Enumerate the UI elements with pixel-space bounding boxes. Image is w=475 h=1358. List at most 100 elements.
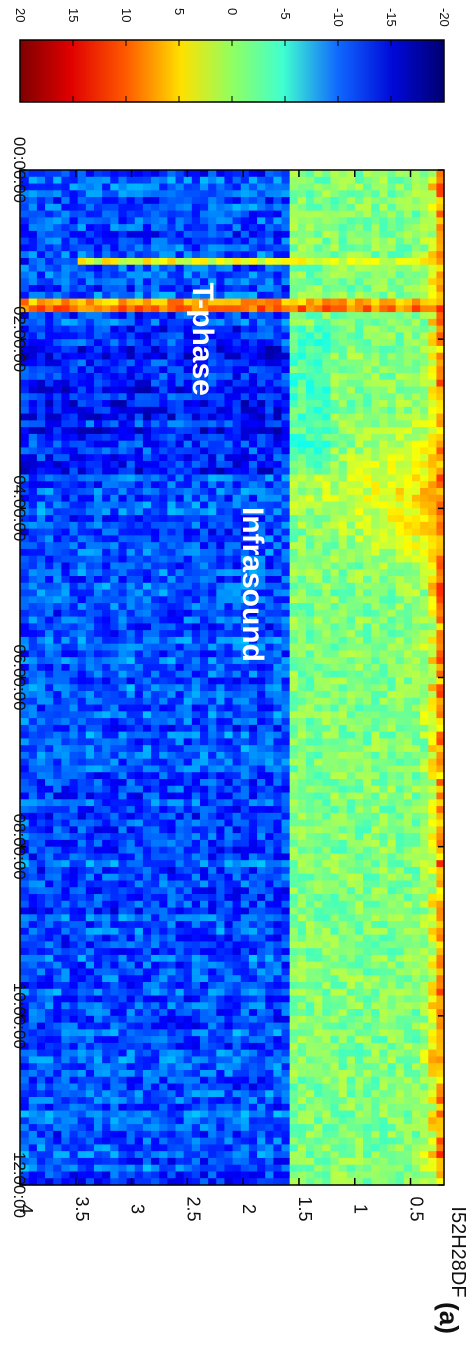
heatmap-cell: [109, 447, 119, 455]
heatmap-cell: [280, 569, 290, 577]
heatmap-cell: [93, 596, 103, 604]
heatmap-cell: [435, 373, 445, 381]
heatmap-cell: [85, 657, 94, 665]
heatmap-cell: [52, 379, 62, 388]
heatmap-cell: [338, 758, 347, 767]
heatmap-cell: [52, 711, 62, 719]
heatmap-cell: [321, 332, 331, 340]
heatmap-cell: [68, 799, 78, 807]
heatmap-cell: [60, 210, 70, 218]
heatmap-cell: [20, 217, 29, 225]
heatmap-cell: [411, 433, 421, 442]
heatmap-cell: [427, 515, 437, 523]
heatmap-cell: [60, 812, 70, 821]
heatmap-cell: [329, 738, 339, 746]
heatmap-cell: [248, 332, 258, 340]
heatmap-cell: [338, 697, 347, 706]
heatmap-cell: [158, 596, 168, 604]
heatmap-cell: [232, 433, 241, 442]
heatmap-cell: [378, 670, 388, 679]
heatmap-cell: [427, 630, 437, 638]
heatmap-cell: [419, 691, 429, 699]
heatmap-cell: [280, 298, 290, 306]
heatmap-cell: [223, 230, 233, 239]
heatmap-cell: [93, 251, 103, 259]
heatmap-cell: [411, 704, 421, 712]
heatmap-cell: [386, 758, 396, 767]
heatmap-cell: [85, 318, 94, 327]
heatmap-cell: [329, 366, 339, 374]
heatmap-cell: [427, 460, 437, 469]
heatmap-cell: [378, 454, 388, 462]
heatmap-cell: [435, 467, 445, 476]
heatmap-cell: [297, 745, 306, 753]
heatmap-cell: [240, 718, 249, 726]
heatmap-cell: [142, 481, 152, 489]
heatmap-cell: [272, 745, 282, 753]
heatmap-cell: [183, 318, 192, 327]
heatmap-cell: [232, 373, 241, 381]
heatmap-cell: [126, 467, 135, 476]
heatmap-cell: [313, 312, 323, 320]
heatmap-cell: [126, 176, 135, 185]
heatmap-cell: [183, 562, 192, 570]
heatmap-cell: [134, 264, 143, 273]
heatmap-cell: [240, 386, 249, 394]
heatmap-cell: [223, 765, 233, 773]
heatmap-cell: [256, 318, 266, 327]
heatmap-cell: [378, 542, 388, 550]
heatmap-cell: [36, 657, 46, 665]
heatmap-cell: [248, 657, 258, 665]
heatmap-cell: [248, 663, 258, 672]
heatmap-cell: [166, 413, 176, 421]
heatmap-cell: [77, 623, 86, 631]
heatmap-cell: [183, 251, 192, 259]
heatmap-cell: [411, 460, 421, 469]
heatmap-cell: [199, 785, 209, 794]
heatmap-cell: [411, 264, 421, 273]
heatmap-cell: [329, 345, 339, 354]
heatmap-cell: [346, 271, 355, 279]
heatmap-cell: [223, 562, 233, 570]
heatmap-cell: [297, 339, 306, 347]
heatmap-cell: [427, 406, 437, 415]
heatmap-cell: [174, 447, 184, 455]
heatmap-cell: [321, 772, 331, 780]
heatmap-cell: [297, 508, 306, 516]
heatmap-cell: [101, 339, 111, 347]
heatmap-cell: [207, 352, 217, 361]
heatmap-cell: [28, 603, 37, 611]
heatmap-cell: [93, 345, 103, 354]
heatmap-cell: [280, 657, 290, 665]
heatmap-cell: [395, 609, 404, 618]
heatmap-cell: [346, 393, 355, 401]
heatmap-cell: [166, 589, 176, 597]
heatmap-cell: [313, 535, 323, 543]
heatmap-cell: [36, 548, 46, 557]
heatmap-cell: [101, 779, 111, 787]
heatmap-cell: [240, 657, 249, 665]
heatmap-cell: [101, 806, 111, 814]
heatmap-cell: [93, 508, 103, 516]
heatmap-cell: [256, 711, 266, 719]
heatmap-cell: [354, 528, 364, 536]
heatmap-cell: [215, 521, 225, 530]
heatmap-cell: [158, 528, 168, 536]
heatmap-cell: [60, 285, 70, 293]
heatmap-cell: [68, 460, 78, 469]
heatmap-cell: [134, 494, 143, 503]
heatmap-cell: [183, 393, 192, 401]
heatmap-cell: [395, 697, 404, 706]
heatmap-cell: [142, 359, 152, 367]
heatmap-cell: [85, 291, 94, 300]
heatmap-cell: [248, 325, 258, 333]
heatmap-cell: [77, 373, 86, 381]
heatmap-cell: [191, 285, 200, 293]
heatmap-cell: [199, 488, 209, 496]
heatmap-cell: [117, 792, 127, 800]
heatmap-cell: [215, 379, 225, 388]
heatmap-cell: [142, 521, 152, 530]
heatmap-cell: [215, 704, 225, 712]
heatmap-cell: [264, 535, 274, 543]
heatmap-cell: [427, 806, 437, 814]
